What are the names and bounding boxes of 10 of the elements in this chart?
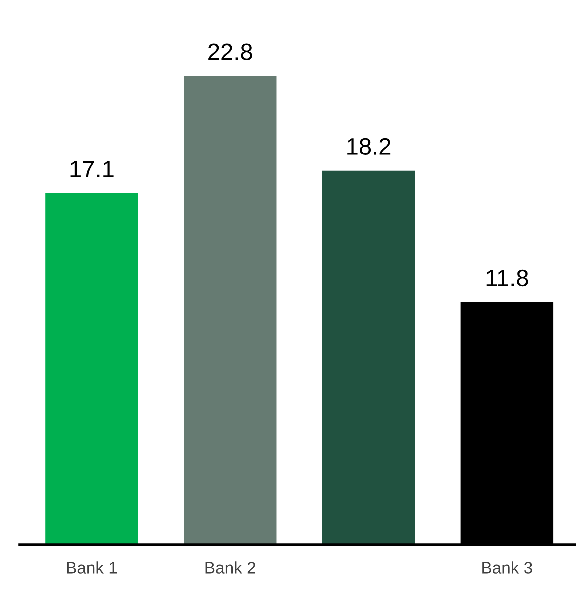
data-label: 18.2 — [348, 138, 391, 156]
bar — [322, 170, 416, 545]
data-label: 22.8 — [208, 44, 252, 60]
x-tick-label: Bank 3 — [482, 562, 532, 574]
x-tick-label: Bank 1 — [67, 562, 118, 574]
data-label: 11.8 — [486, 270, 528, 287]
data-label: 17.1 — [70, 161, 114, 178]
x-tick-label: Bank 2 — [206, 562, 256, 574]
bar — [46, 193, 138, 545]
bar — [184, 76, 277, 545]
